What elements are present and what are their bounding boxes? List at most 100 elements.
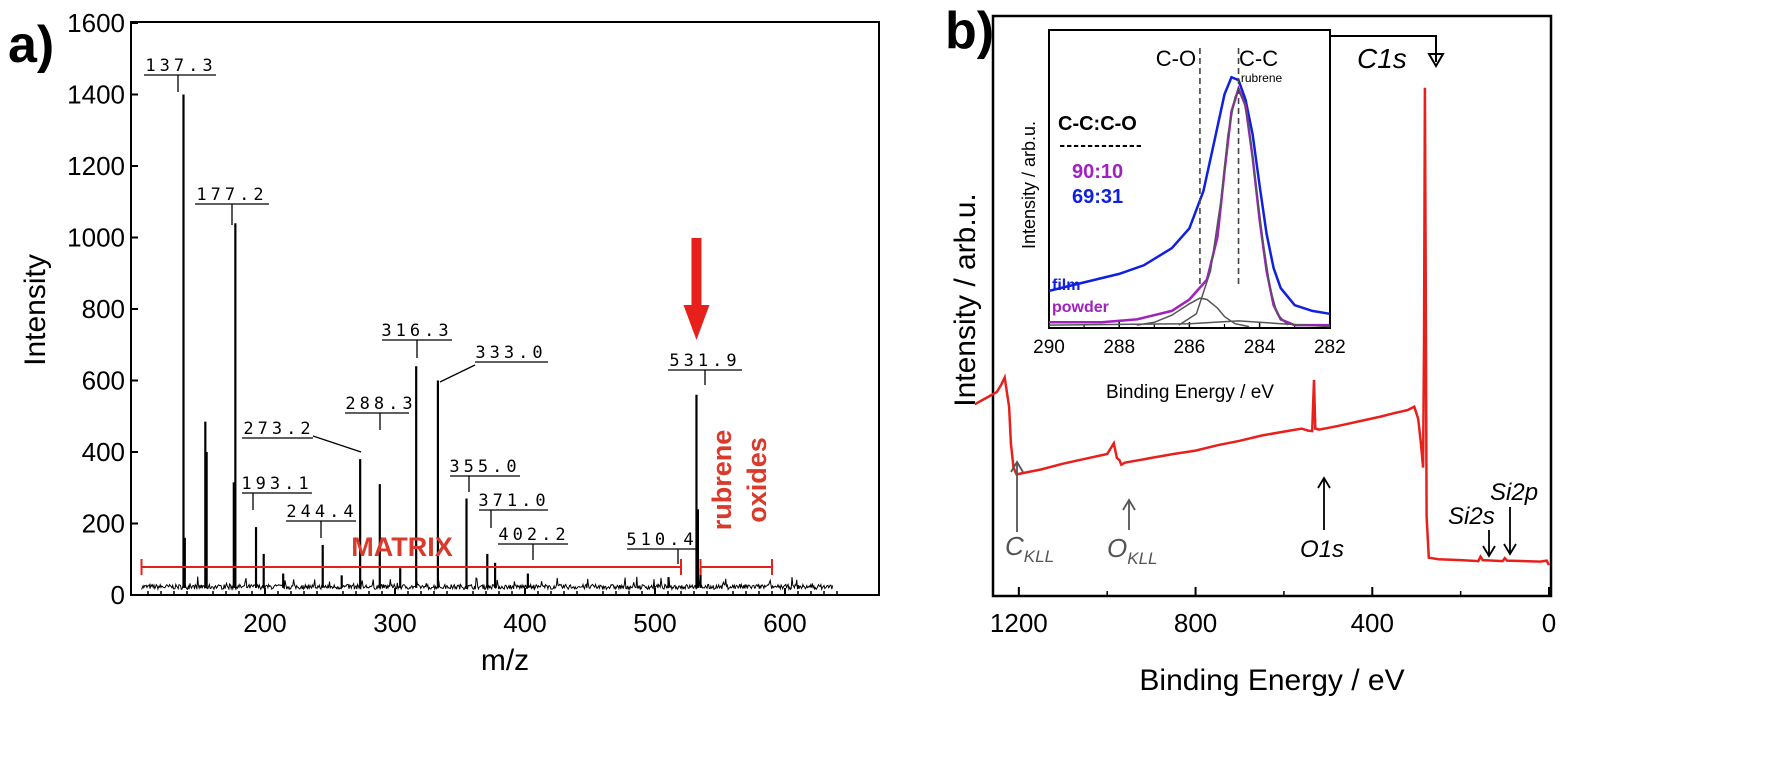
oxides-label-line-1: rubrene xyxy=(707,430,737,531)
peak-label: 193.1 xyxy=(241,474,312,494)
annotation-main-text: O1s xyxy=(1300,536,1344,563)
panel-b-x-label: Binding Energy / eV xyxy=(1139,664,1404,697)
inset-x-tick-label: 286 xyxy=(1174,337,1206,358)
x-tick-label: 1200 xyxy=(990,608,1048,638)
peak-label: 316.3 xyxy=(381,321,452,341)
peak-label: 244.4 xyxy=(286,502,357,522)
x-tick-label: 300 xyxy=(373,608,416,638)
x-tick-label: 200 xyxy=(243,608,286,638)
inset-x-tick-label: 288 xyxy=(1103,337,1135,358)
peak-label: 288.3 xyxy=(345,394,416,414)
peak-annotation-c1s: C1s xyxy=(1357,43,1407,74)
annotation-arrow-head-icon xyxy=(1010,460,1024,473)
y-tick-label: 200 xyxy=(82,509,125,539)
ratio-divider: ------------ xyxy=(1058,138,1143,154)
legend-film: film xyxy=(1052,277,1080,294)
legend-powder: powder xyxy=(1052,299,1109,316)
panel-a-x-label: m/z xyxy=(481,644,529,677)
annotation-arrow-head-icon xyxy=(1482,545,1496,558)
peak-label-leader xyxy=(439,364,476,383)
x-tick-label: 800 xyxy=(1174,608,1217,638)
annotation-main-text: Si2s xyxy=(1448,503,1495,530)
x-tick-label: 400 xyxy=(503,608,546,638)
peak-label: 402.2 xyxy=(498,525,569,545)
x-tick-label: 0 xyxy=(1542,608,1556,638)
y-tick-label: 800 xyxy=(82,294,125,324)
panel-a-y-label: Intensity xyxy=(19,254,52,366)
peak-label: 355.0 xyxy=(449,457,520,477)
annotation-main-text: C xyxy=(1005,531,1024,561)
peak-annotation-ckll: CKLL xyxy=(1005,531,1054,566)
panel-b-label: b) xyxy=(945,2,994,60)
panel-a: a) 0 200 400 600 800 1000 1200 1400 1600 200 300 4… xyxy=(8,8,880,677)
inset-series-film xyxy=(1048,75,1331,316)
y-tick-label: 0 xyxy=(111,580,125,610)
inset-series-c-o-fit xyxy=(1136,297,1250,328)
peak-annotation-o1s: O1s xyxy=(1300,536,1344,563)
inset-chart: 290 288 286 284 282 Binding Energy / eV Inte… xyxy=(1019,29,1445,403)
annotation-main-text: O xyxy=(1107,533,1127,563)
inset-connector-arrow-icon xyxy=(1427,53,1445,68)
survey-spectrum-line xyxy=(974,87,1551,566)
inset-series-c-c-fit xyxy=(1178,90,1289,326)
peak-label: 177.2 xyxy=(196,185,267,205)
inset-x-tick-label: 284 xyxy=(1244,337,1276,358)
red-arrow-icon xyxy=(691,238,702,308)
peak-label: 333.0 xyxy=(475,343,546,363)
inset-series-background xyxy=(1048,320,1330,328)
panel-b-frame xyxy=(991,14,1553,598)
annotation-main-text: C1s xyxy=(1357,43,1407,74)
inset-dashed-label: C-O xyxy=(1156,46,1196,71)
panel-a-y-axis: 0 200 400 600 800 1000 1200 1400 1600 xyxy=(67,8,138,610)
peak-label: 137.3 xyxy=(145,56,216,76)
panel-a-peaks xyxy=(182,94,702,588)
panel-b: b) 1200 800 400 0 Intensity / arb.u. Bindin… xyxy=(945,2,1556,697)
peak-annotation-si2s: Si2s xyxy=(1448,503,1495,530)
inset-dashed-label: C-C xyxy=(1239,46,1278,71)
inset-x-label: Binding Energy / eV xyxy=(1106,382,1274,403)
inset-y-label: Intensity / arb.u. xyxy=(1019,121,1039,249)
ratio-film: 69:31 xyxy=(1072,186,1123,208)
ratio-header: C-C:C-O xyxy=(1058,113,1137,135)
annotation-arrow-head-icon xyxy=(1503,543,1517,556)
inset-x-tick-label: 282 xyxy=(1314,337,1346,358)
y-tick-label: 1200 xyxy=(67,151,125,181)
oxides-label-line-2: oxides xyxy=(742,437,772,523)
y-tick-label: 400 xyxy=(82,437,125,467)
peak-label: 371.0 xyxy=(478,491,549,511)
inset-series xyxy=(1048,75,1331,328)
panel-a-x-axis: 200 300 400 500 600 xyxy=(147,588,838,638)
y-tick-label: 1400 xyxy=(67,80,125,110)
x-tick-label: 500 xyxy=(633,608,676,638)
panel-b-x-axis: 1200 800 400 0 xyxy=(990,587,1556,638)
peak-label-leader xyxy=(312,435,362,453)
x-tick-label: 400 xyxy=(1351,608,1394,638)
y-tick-label: 600 xyxy=(82,366,125,396)
red-arrow-head-icon xyxy=(683,305,710,340)
annotation-subscript: KLL xyxy=(1127,549,1157,568)
panel-a-annotations: MATRIX rubrene oxides xyxy=(140,238,773,575)
inset-x-axis: 290 288 286 284 282 xyxy=(1033,322,1346,358)
ratio-powder: 90:10 xyxy=(1072,161,1123,183)
peak-label: 510.4 xyxy=(626,530,697,550)
annotation-arrow-head-icon xyxy=(1317,476,1331,489)
peak-label: 531.9 xyxy=(669,351,740,371)
annotation-subscript: KLL xyxy=(1024,547,1054,566)
matrix-label: MATRIX xyxy=(351,532,453,562)
x-tick-label: 600 xyxy=(763,608,806,638)
panel-a-peak-labels: 137.3 177.2 193.1 244.4 273.2 288.3 316.3 333.0… xyxy=(144,56,742,564)
peak-label: 273.2 xyxy=(243,419,314,439)
y-tick-label: 1600 xyxy=(67,8,125,38)
peak-annotation-si2p: Si2p xyxy=(1490,479,1538,506)
annotation-arrow-head-icon xyxy=(1122,498,1136,511)
panel-a-label: a) xyxy=(8,16,54,74)
inset-dashed-sublabel: rubrene xyxy=(1241,71,1283,85)
annotation-main-text: Si2p xyxy=(1490,479,1538,506)
y-tick-label: 1000 xyxy=(67,223,125,253)
inset-x-tick-label: 290 xyxy=(1033,337,1065,358)
peak-annotation-okll: OKLL xyxy=(1107,533,1157,568)
panel-b-y-label: Intensity / arb.u. xyxy=(949,193,982,406)
